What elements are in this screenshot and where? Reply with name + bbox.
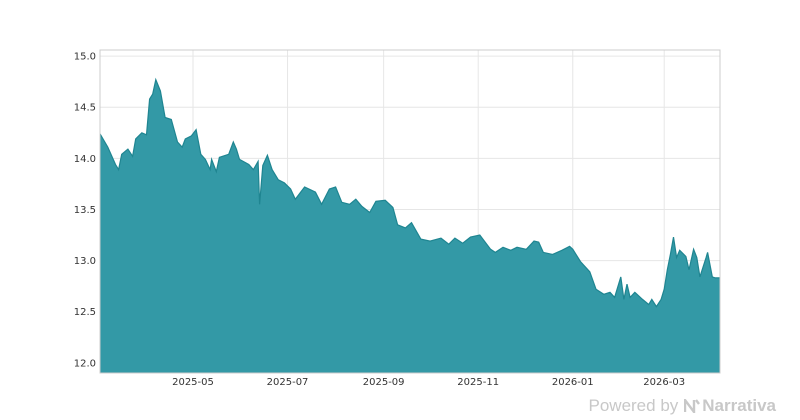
y-axis: 12.0 12.5 13.0 13.5 14.0 14.5 15.0 [74, 52, 96, 370]
x-tick-label: 2025-07 [267, 377, 309, 388]
brand-name: Narrativa [702, 396, 776, 415]
plot-frame [99, 49, 721, 374]
y-tick-label: 13.5 [74, 205, 96, 216]
y-tick-label: 14.5 [74, 103, 96, 114]
y-tick-label: 12.0 [74, 358, 96, 369]
x-tick-label: 2026-03 [643, 377, 685, 388]
area-fill [100, 79, 720, 373]
x-axis: 2025-05 2025-07 2025-09 2025-11 2026-01 2026-… [172, 377, 685, 388]
powered-by-text: Powered by [588, 396, 679, 415]
x-tick-label: 2026-01 [552, 377, 594, 388]
footer: Powered by Narrativa [589, 396, 777, 416]
narrativa-logo-icon [684, 399, 701, 413]
series-line [99, 77, 720, 308]
x-tick-label: 2025-09 [363, 377, 405, 388]
y-tick-label: 15.0 [74, 52, 96, 63]
y-tick-label: 13.0 [74, 256, 96, 267]
y-tick-label: 14.0 [74, 154, 96, 165]
series-area [99, 77, 720, 373]
x-tick-label: 2025-11 [457, 377, 499, 388]
brand: Narrativa [684, 396, 776, 416]
x-tick-label: 2025-05 [172, 377, 214, 388]
y-tick-label: 12.5 [74, 307, 96, 318]
